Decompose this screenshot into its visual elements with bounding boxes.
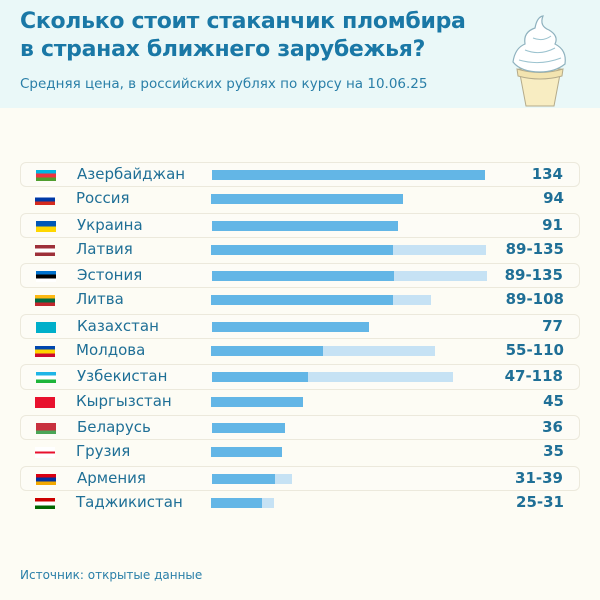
flag-icon <box>35 244 55 256</box>
value-label: 89-135 <box>504 266 563 285</box>
bar-min <box>211 295 393 306</box>
chart-row: Казахстан 77 <box>20 313 580 340</box>
country-label: Казахстан <box>77 316 159 335</box>
chart-row: Литва 89-108 <box>20 288 580 313</box>
value-label: 25-31 <box>516 492 564 511</box>
chart-row: Армения 31-39 <box>20 465 580 491</box>
chart-row: Таджикистан 25-31 <box>20 491 580 516</box>
flag-icon <box>36 372 56 384</box>
country-label: Литва <box>76 290 124 309</box>
country-label: Россия <box>76 189 130 208</box>
value-label: 94 <box>543 189 564 208</box>
value-label: 35 <box>543 442 564 461</box>
bar-min <box>212 220 398 231</box>
chart-row: Кыргызстан 45 <box>20 390 580 415</box>
country-label: Грузия <box>76 442 131 461</box>
bar-max <box>211 346 436 357</box>
chart-row: Беларусь 36 <box>20 414 580 441</box>
flag-icon <box>36 473 56 485</box>
chart-row: Латвия 89-135 <box>20 238 580 263</box>
title-line-1: Сколько стоит стаканчик пломбира <box>20 9 466 34</box>
bar-min <box>212 422 286 433</box>
country-label: Латвия <box>76 239 133 258</box>
bar-min <box>212 321 370 332</box>
value-label: 36 <box>542 417 563 436</box>
flag-icon <box>36 271 56 283</box>
value-label: 55-110 <box>505 341 564 360</box>
bar-max <box>212 372 453 383</box>
chart-rows: Азербайджан 134 Россия 94 Украина 91 Латвия 89-… <box>20 162 580 516</box>
flag-icon <box>36 321 56 333</box>
bar-min <box>212 170 486 180</box>
bar-min <box>212 372 308 383</box>
chart-row: Молдова 55-110 <box>20 339 580 364</box>
value-label: 134 <box>531 165 563 183</box>
chart-title: Сколько стоит стаканчик пломбира в страна… <box>20 8 466 64</box>
chart-row: Грузия 35 <box>20 440 580 465</box>
header <box>0 0 600 108</box>
flag-icon <box>36 170 56 181</box>
country-label: Узбекистан <box>77 367 168 386</box>
bar-min <box>212 271 394 282</box>
chart-row: Эстония 89-135 <box>20 263 580 289</box>
value-label: 31-39 <box>515 468 563 487</box>
chart-row: Россия 94 <box>20 187 580 212</box>
flag-icon <box>35 447 55 459</box>
country-label: Эстония <box>77 266 143 285</box>
flag-icon <box>35 194 55 206</box>
value-label: 77 <box>542 316 563 335</box>
value-label: 45 <box>543 391 564 410</box>
country-label: Кыргызстан <box>76 391 172 410</box>
bar-min <box>211 396 303 407</box>
value-label: 47-118 <box>504 367 563 386</box>
value-label: 91 <box>542 215 563 234</box>
country-label: Армения <box>77 468 146 487</box>
bar-min <box>211 244 393 255</box>
flag-icon <box>35 396 55 408</box>
flag-icon <box>36 422 56 434</box>
flag-icon <box>35 497 55 509</box>
source-note: Источник: открытые данные <box>20 568 203 582</box>
bar-min <box>211 194 403 205</box>
chart-row: Азербайджан 134 <box>20 162 580 188</box>
ice-cream-icon <box>512 15 566 107</box>
flag-icon <box>35 295 55 307</box>
chart-row: Украина 91 <box>20 212 580 238</box>
bar-min <box>212 473 276 484</box>
chart-subtitle: Средняя цена, в российских рублях по кур… <box>20 76 428 92</box>
bar-min <box>211 346 324 357</box>
country-label: Молдова <box>76 341 146 360</box>
country-label: Украина <box>77 215 143 234</box>
bar-min <box>211 497 262 508</box>
flag-icon <box>35 346 55 358</box>
country-label: Таджикистан <box>76 492 183 511</box>
country-label: Беларусь <box>77 417 151 436</box>
value-label: 89-108 <box>505 290 564 309</box>
flag-icon <box>36 220 56 232</box>
chart-row: Узбекистан 47-118 <box>20 364 580 390</box>
value-label: 89-135 <box>505 239 564 258</box>
title-line-2: в странах ближнего зарубежья? <box>20 37 426 62</box>
country-label: Азербайджан <box>77 165 186 183</box>
bar-min <box>211 447 283 458</box>
